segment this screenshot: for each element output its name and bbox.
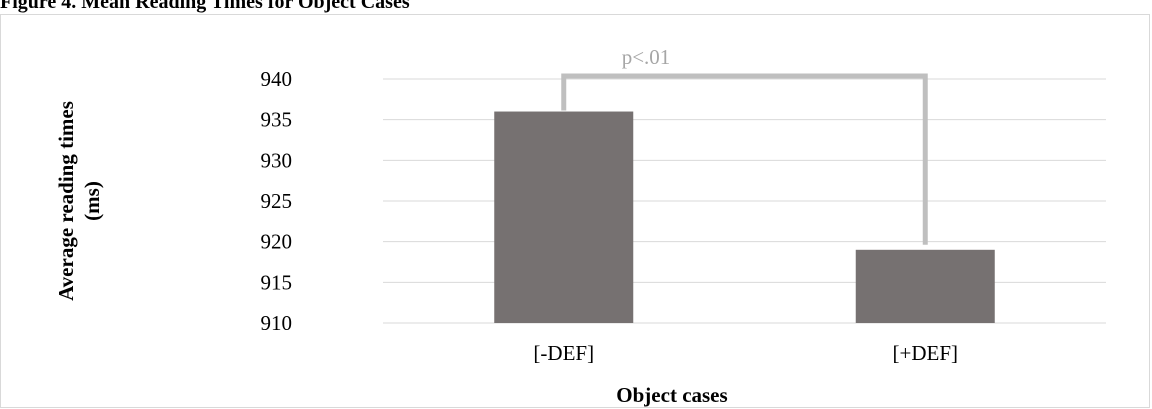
y-axis-title-line-2: (ms) bbox=[80, 181, 104, 221]
y-tick-label: 920 bbox=[261, 230, 293, 254]
y-tick-label: 910 bbox=[261, 311, 293, 335]
y-tick-label: 935 bbox=[261, 108, 293, 132]
y-tick-label: 925 bbox=[261, 189, 293, 213]
x-axis-title: Object cases bbox=[616, 383, 727, 407]
y-axis-title: Average reading times (ms) bbox=[54, 101, 104, 301]
y-tick-labels: 910 915 920 925 930 935 940 bbox=[261, 67, 293, 335]
bar bbox=[855, 249, 995, 323]
bars bbox=[494, 111, 995, 324]
significance-bracket bbox=[561, 73, 928, 245]
x-category-label: [-DEF] bbox=[533, 341, 594, 365]
gridlines bbox=[383, 78, 1106, 324]
bracket-line bbox=[561, 73, 928, 245]
y-tick-label: 930 bbox=[261, 148, 293, 172]
x-category-label: [+DEF] bbox=[892, 341, 958, 365]
y-axis-title-line-1: Average reading times bbox=[54, 101, 78, 301]
x-category-labels: [-DEF] [+DEF] bbox=[533, 341, 958, 365]
figure-caption: Figure 4. Mean Reading Times for Object … bbox=[0, 0, 410, 13]
significance-label: p<.01 bbox=[622, 45, 671, 69]
y-tick-label: 940 bbox=[261, 67, 293, 91]
bar bbox=[494, 111, 634, 324]
y-tick-label: 915 bbox=[261, 270, 293, 294]
